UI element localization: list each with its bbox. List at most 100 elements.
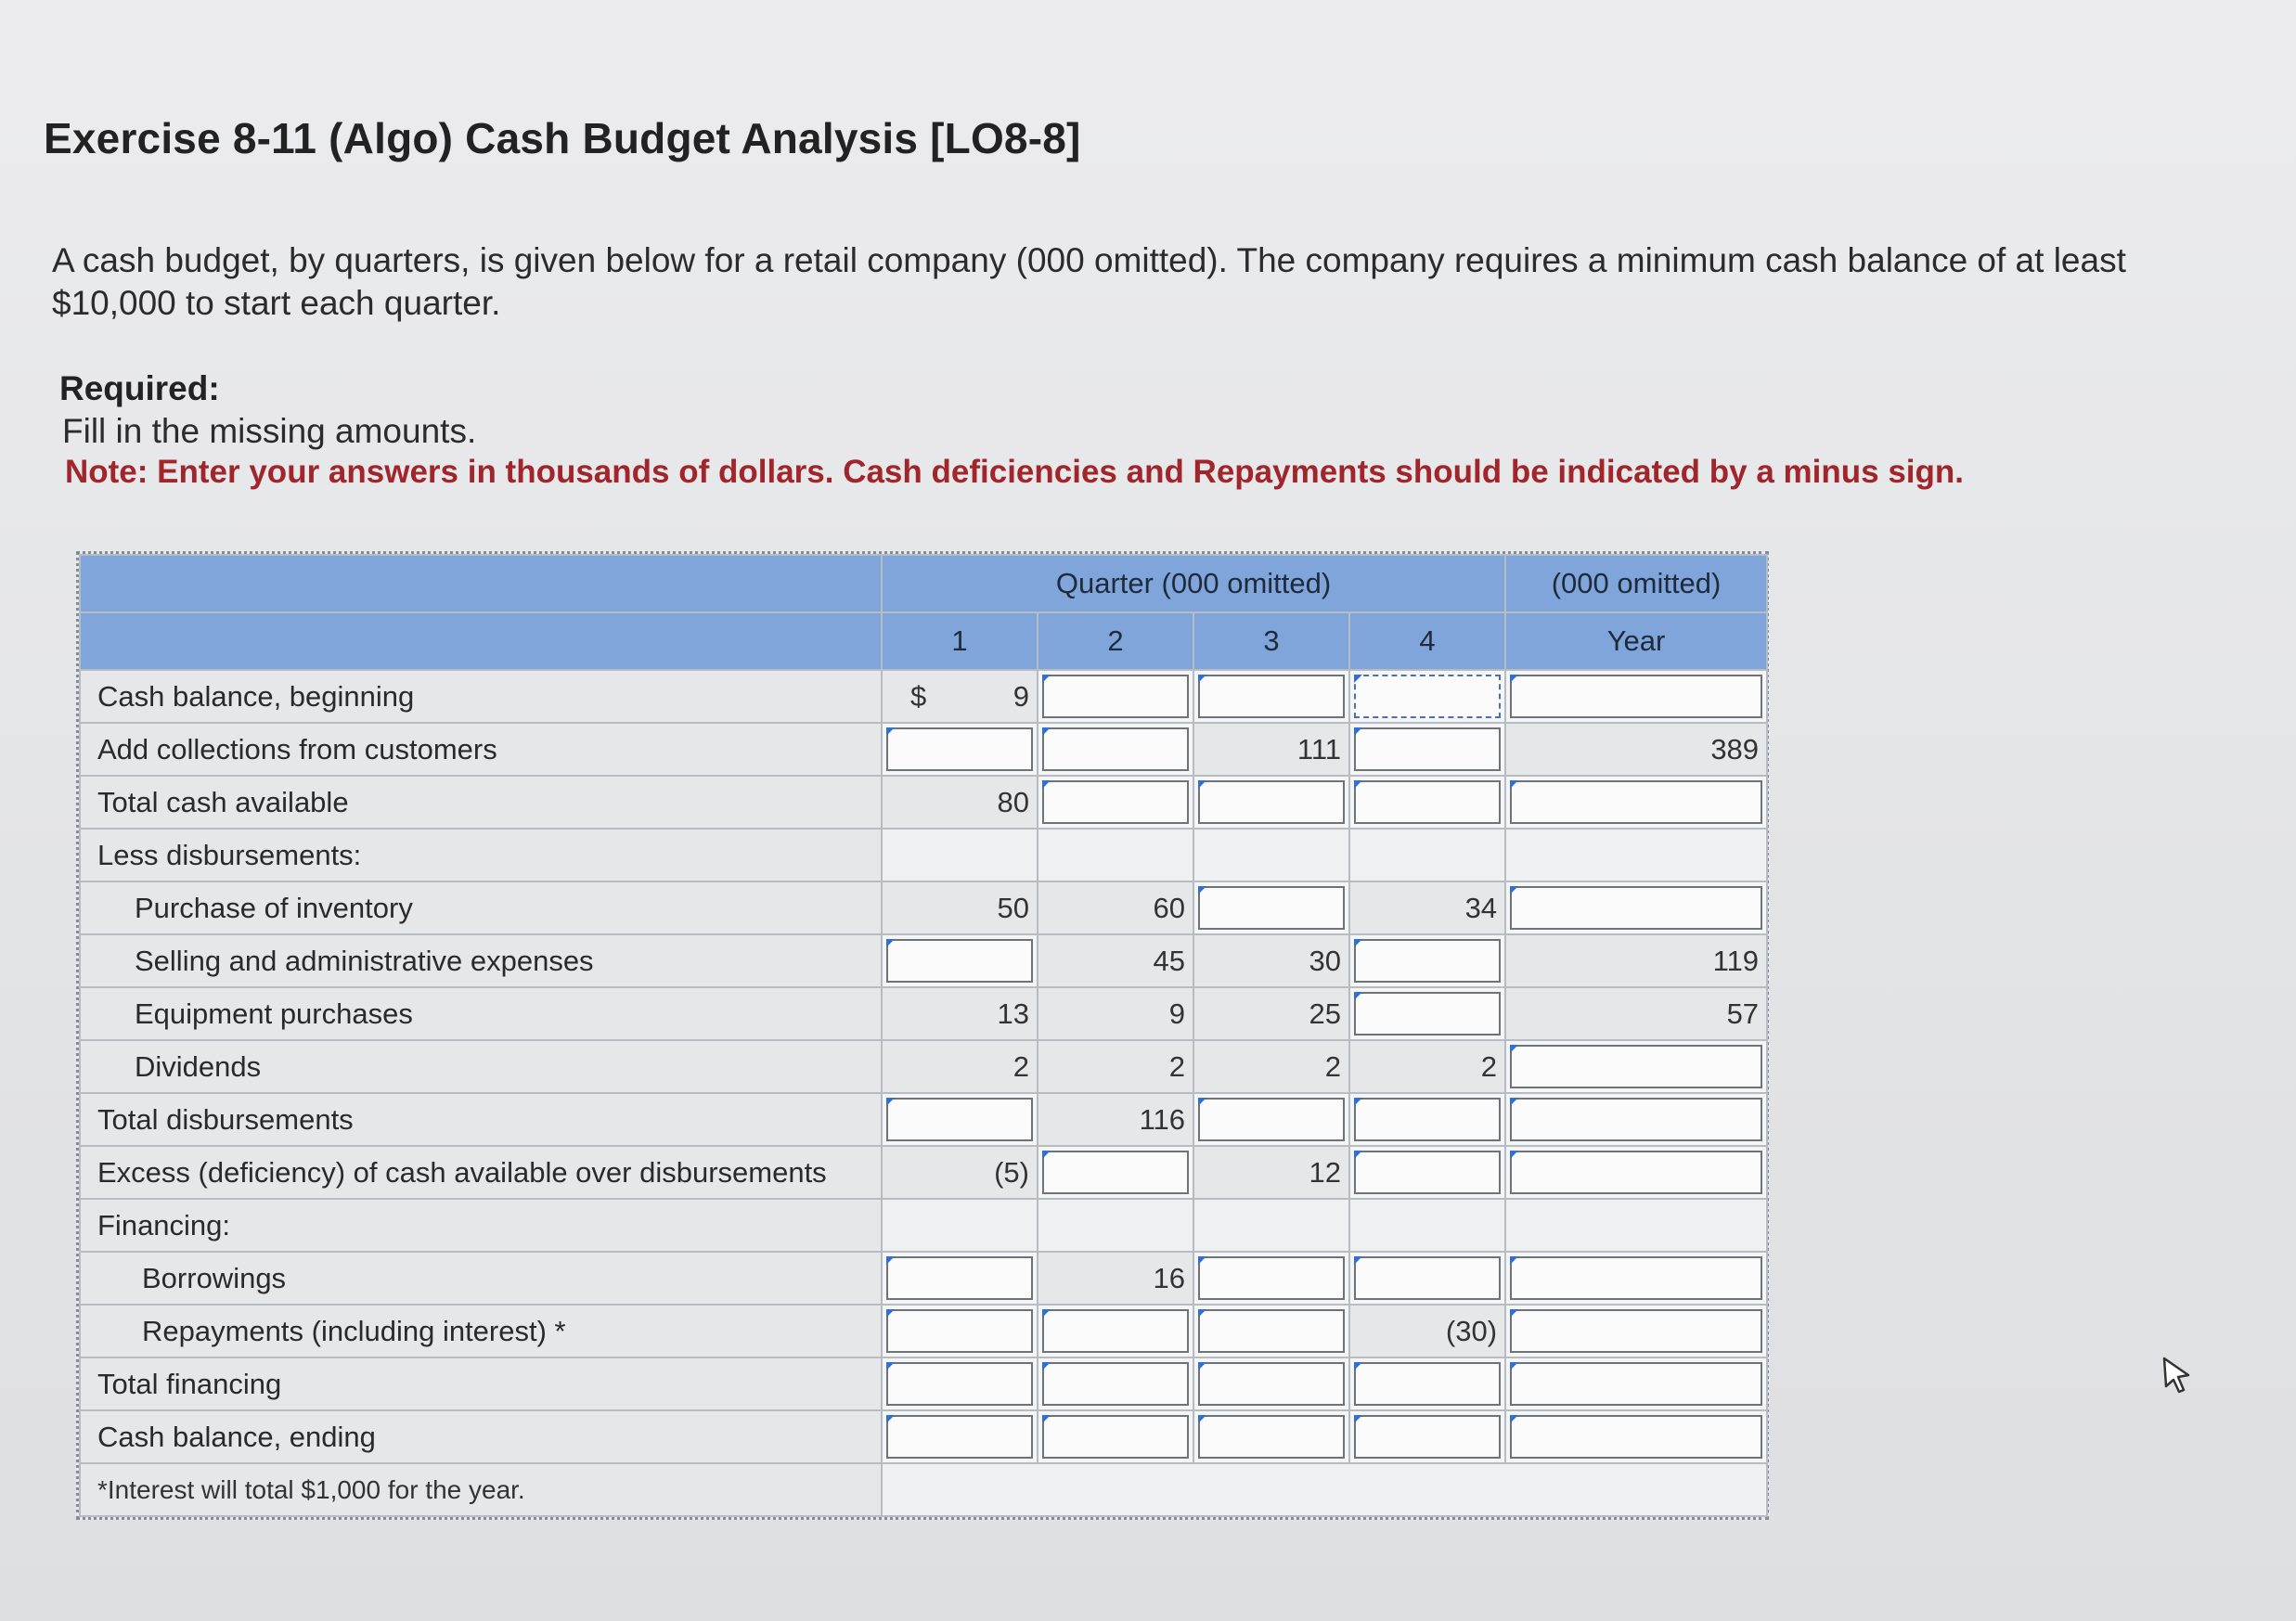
answer-input-q4[interactable] [1348,1357,1507,1411]
answer-input-q2[interactable] [1037,722,1194,777]
input-box[interactable] [1042,1362,1189,1406]
answer-input-q3[interactable] [1193,775,1350,830]
answer-input-q4[interactable] [1348,1409,1507,1464]
input-marker-icon [886,1256,895,1265]
input-box[interactable] [1198,1098,1345,1141]
input-box[interactable] [1510,1151,1763,1194]
table-row: Equipment purchases 13 9 25 57 [79,986,1769,1041]
answer-input-year[interactable] [1504,1145,1769,1200]
answer-input-year[interactable] [1504,1304,1769,1358]
input-box[interactable] [1042,727,1189,771]
input-box[interactable] [1042,1309,1189,1353]
answer-input-year[interactable] [1504,1092,1769,1147]
input-box[interactable] [1510,1309,1763,1353]
input-box[interactable] [1354,1256,1502,1300]
table-row: Cash balance, beginning $9 [79,669,1769,724]
input-marker-icon [1510,1415,1519,1423]
input-box[interactable] [886,1098,1033,1141]
answer-input-q2[interactable] [1037,1304,1194,1358]
input-box[interactable] [1510,1362,1763,1406]
answer-input-q2[interactable] [1037,1357,1194,1411]
input-box[interactable] [1042,1415,1189,1459]
input-box[interactable] [886,1362,1033,1406]
input-box[interactable] [1510,1415,1763,1459]
answer-input-q4[interactable] [1348,933,1507,988]
answer-input-q3[interactable] [1193,1251,1350,1306]
input-box[interactable] [1198,1362,1345,1406]
input-box[interactable] [1198,1309,1345,1353]
input-box[interactable] [1510,1098,1763,1141]
answer-input-year[interactable] [1504,1251,1769,1306]
answer-input-q1[interactable] [881,1357,1038,1411]
row-label: Total cash available [79,775,883,830]
answer-input-q2[interactable] [1037,1409,1194,1464]
input-box[interactable] [1198,886,1345,930]
answer-input-year[interactable] [1504,1039,1769,1094]
answer-input-q1[interactable] [881,1304,1038,1358]
input-marker-icon [1042,1362,1051,1370]
given-value-q3: 12 [1193,1145,1350,1200]
input-box[interactable] [1042,675,1189,718]
answer-input-q4[interactable] [1348,1251,1507,1306]
answer-input-q1[interactable] [881,933,1038,988]
answer-input-q3[interactable] [1193,1409,1350,1464]
input-box[interactable] [1510,1045,1763,1088]
input-box[interactable] [1510,886,1763,930]
input-marker-icon [1198,780,1206,789]
answer-input-q3[interactable] [1193,881,1350,935]
input-box[interactable] [1354,1151,1502,1194]
input-box[interactable] [1198,675,1345,718]
header-year-group: (000 omitted) [1504,554,1769,613]
input-box[interactable] [1354,1415,1502,1459]
input-box[interactable] [886,727,1033,771]
input-box[interactable] [1354,727,1502,771]
answer-input-q3[interactable] [1193,1304,1350,1358]
answer-input-q3[interactable] [1193,669,1350,724]
answer-input-year[interactable] [1504,669,1769,724]
row-label: Dividends [79,1039,883,1094]
answer-input-q2[interactable] [1037,1145,1194,1200]
input-box[interactable] [1510,780,1763,824]
input-box[interactable] [1510,675,1763,718]
input-marker-icon [1198,675,1206,683]
answer-input-q4[interactable] [1348,669,1507,724]
input-marker-icon [1042,727,1051,736]
table-row: Total financing [79,1357,1769,1411]
input-box[interactable] [1354,780,1502,824]
answer-input-q4[interactable] [1348,986,1507,1041]
input-box[interactable] [1042,780,1189,824]
answer-input-q2[interactable] [1037,669,1194,724]
given-value-year: 57 [1504,986,1769,1041]
input-box[interactable] [1354,1362,1502,1406]
input-box[interactable] [1042,1151,1189,1194]
answer-input-q1[interactable] [881,722,1038,777]
answer-input-q1[interactable] [881,1092,1038,1147]
input-box[interactable] [886,1415,1033,1459]
input-box[interactable] [1198,780,1345,824]
answer-input-year[interactable] [1504,775,1769,830]
input-box[interactable] [1354,1098,1502,1141]
answer-input-year[interactable] [1504,881,1769,935]
input-box[interactable] [1354,939,1502,983]
input-marker-icon [1354,1151,1362,1159]
answer-input-q4[interactable] [1348,722,1507,777]
input-box[interactable] [886,1309,1033,1353]
answer-input-q1[interactable] [881,1251,1038,1306]
answer-input-q1[interactable] [881,1409,1038,1464]
answer-input-q3[interactable] [1193,1092,1350,1147]
input-box[interactable] [1198,1415,1345,1459]
answer-input-q3[interactable] [1193,1357,1350,1411]
answer-input-q4[interactable] [1348,1145,1507,1200]
answer-input-year[interactable] [1504,1409,1769,1464]
input-box[interactable] [1354,675,1502,718]
answer-input-q2[interactable] [1037,775,1194,830]
note-text: Note: Enter your answers in thousands of… [65,454,1964,490]
input-box[interactable] [1354,992,1502,1036]
answer-input-q4[interactable] [1348,775,1507,830]
input-box[interactable] [886,939,1033,983]
input-box[interactable] [886,1256,1033,1300]
input-box[interactable] [1198,1256,1345,1300]
answer-input-q4[interactable] [1348,1092,1507,1147]
answer-input-year[interactable] [1504,1357,1769,1411]
input-box[interactable] [1510,1256,1763,1300]
